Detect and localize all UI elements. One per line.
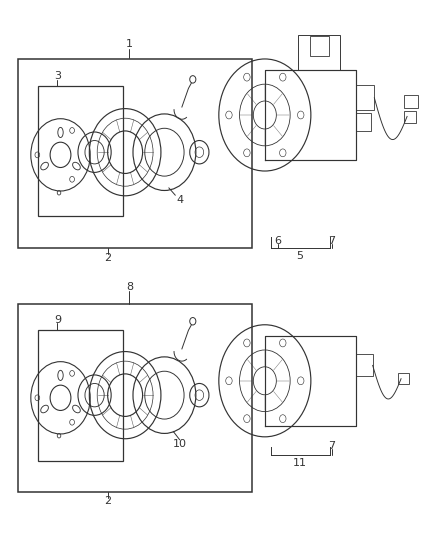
Bar (18, 304, 252, 492)
Text: 4: 4 (176, 195, 183, 205)
Bar (38, 86, 123, 216)
Bar (38, 330, 123, 461)
Text: 2: 2 (104, 496, 111, 506)
Bar (18, 59, 252, 248)
Text: 9: 9 (54, 314, 61, 325)
Text: 1: 1 (126, 39, 133, 49)
Text: 7: 7 (328, 441, 335, 451)
Circle shape (190, 318, 196, 325)
Text: 6: 6 (275, 236, 282, 246)
Circle shape (190, 76, 196, 83)
Text: 10: 10 (173, 439, 187, 449)
Text: 3: 3 (54, 71, 61, 81)
Text: 11: 11 (293, 458, 307, 468)
Text: 2: 2 (104, 253, 111, 263)
Text: 5: 5 (296, 251, 303, 261)
Text: 7: 7 (328, 236, 335, 246)
Text: 8: 8 (126, 282, 133, 292)
